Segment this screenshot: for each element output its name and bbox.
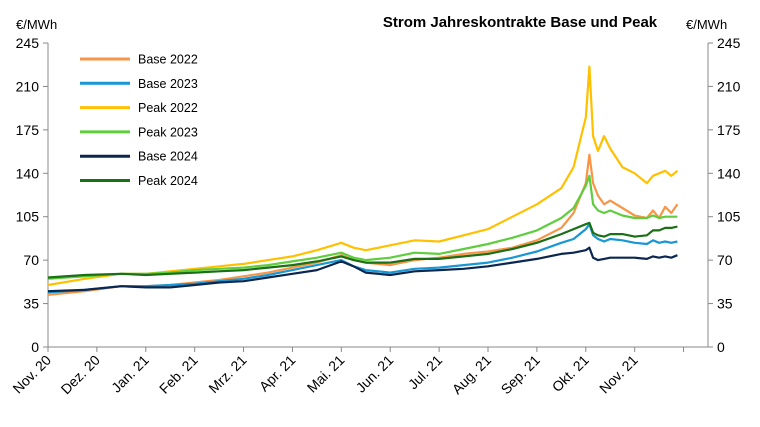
legend: Base 2022 Base 2023 Peak 2022 Peak 2023 Base… — [80, 53, 198, 188]
axes — [43, 42, 713, 352]
y-tick-label-right: 210 — [717, 78, 741, 94]
y-tick-label-left: 105 — [16, 209, 40, 225]
y-tick-label-right: 105 — [717, 209, 741, 225]
x-tick-label: Nov. 20 — [9, 352, 54, 397]
series-line — [47, 221, 678, 279]
x-tick-label: Feb. 21 — [156, 352, 201, 397]
x-tick-label: Mai. 21 — [304, 352, 348, 396]
y-tick-label-right: 35 — [717, 296, 733, 312]
y-tick-label-right: 140 — [717, 165, 741, 181]
y-axis-label-right: €/MWh — [686, 17, 727, 32]
x-tick-label: Jun. 21 — [353, 352, 397, 396]
x-tick-label: Apr. 21 — [256, 352, 299, 395]
y-tick-label-left: 70 — [23, 252, 39, 268]
x-tick-label: Nov. 21 — [596, 352, 641, 397]
legend-label: Peak 2024 — [138, 174, 198, 188]
y-tick-label-right: 0 — [717, 339, 725, 355]
chart-title: Strom Jahreskontrakte Base und Peak — [383, 14, 658, 31]
series-line — [47, 153, 679, 296]
series-line — [47, 246, 678, 293]
x-tick-label: Mrz. 21 — [205, 352, 249, 396]
x-tick-label: Jul. 21 — [405, 352, 446, 393]
legend-label: Base 2022 — [138, 53, 198, 67]
x-tick-label: Sep. 21 — [498, 352, 544, 398]
y-tick-label-left: 35 — [23, 296, 39, 312]
x-tick-label: Aug. 21 — [449, 352, 495, 398]
y-tick-label-right: 175 — [717, 122, 741, 138]
legend-label: Peak 2023 — [138, 125, 198, 139]
series-line — [47, 65, 679, 287]
y-tick-label-left: 140 — [16, 165, 40, 181]
x-tick-label: Dez. 20 — [58, 352, 104, 398]
legend-label: Base 2023 — [138, 77, 198, 91]
legend-label: Peak 2022 — [138, 101, 198, 115]
series-line — [47, 223, 678, 294]
y-tick-label-left: 210 — [16, 78, 40, 94]
y-tick-label-left: 175 — [16, 122, 40, 138]
x-tick-label: Okt. 21 — [549, 352, 592, 395]
legend-label: Base 2024 — [138, 150, 198, 164]
y-tick-label-left: 245 — [16, 35, 40, 51]
x-tick-label: Jan. 21 — [108, 352, 152, 396]
y-tick-label-right: 245 — [717, 35, 741, 51]
y-axis-label-left: €/MWh — [16, 17, 57, 32]
series-line — [47, 174, 678, 280]
y-tick-label-left: 0 — [31, 339, 39, 355]
series-lines — [47, 65, 679, 296]
y-tick-label-right: 70 — [717, 252, 733, 268]
